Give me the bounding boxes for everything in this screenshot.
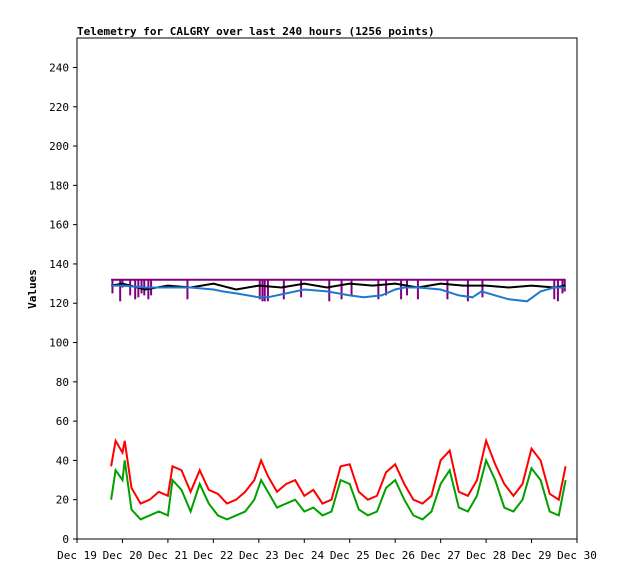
series-4: [110, 457, 567, 521]
x-tick-label: Dec 23: [239, 549, 279, 562]
x-axis: Dec 19 Dec 20 Dec 21 Dec 22 Dec 23 Dec 24 Dec …: [57, 539, 597, 562]
x-tick-label: Dec 30: [557, 549, 597, 562]
y-tick-label: 140: [49, 258, 69, 271]
x-tick-label: Dec 26: [375, 549, 415, 562]
x-tick-label: Dec 24: [284, 549, 324, 562]
x-tick-label: Dec 25: [330, 549, 370, 562]
y-tick-label: 240: [49, 61, 69, 74]
series-line: [110, 437, 567, 505]
x-tick-label: Dec 20: [103, 549, 143, 562]
y-axis-label: Values: [26, 269, 39, 309]
series-2: [111, 284, 566, 303]
y-tick-label: 40: [56, 454, 69, 467]
x-tick-label: Dec 22: [193, 549, 233, 562]
series-line: [110, 457, 567, 521]
x-tick-label: Dec 29: [512, 549, 552, 562]
y-tick-label: 60: [56, 415, 69, 428]
x-tick-label: Dec 21: [148, 549, 188, 562]
y-tick-label: 100: [49, 337, 69, 350]
y-tick-label: 200: [49, 140, 69, 153]
series-3: [110, 437, 567, 505]
x-tick-label: Dec 28: [466, 549, 506, 562]
y-tick-label: 80: [56, 376, 69, 389]
y-tick-label: 180: [49, 179, 69, 192]
series-layer: [110, 278, 567, 521]
y-axis: 0 20 40 60 80 100 120 140 160 180 200 220 240: [49, 61, 77, 546]
series-line: [111, 284, 566, 303]
chart-title: Telemetry for CALGRY over last 240 hours…: [77, 25, 435, 38]
y-tick-label: 0: [62, 533, 69, 546]
y-tick-label: 160: [49, 219, 69, 232]
y-tick-label: 20: [56, 494, 69, 507]
y-tick-label: 120: [49, 297, 69, 310]
y-tick-label: 220: [49, 101, 69, 114]
x-tick-label: Dec 19: [57, 549, 97, 562]
x-tick-label: Dec 27: [421, 549, 461, 562]
